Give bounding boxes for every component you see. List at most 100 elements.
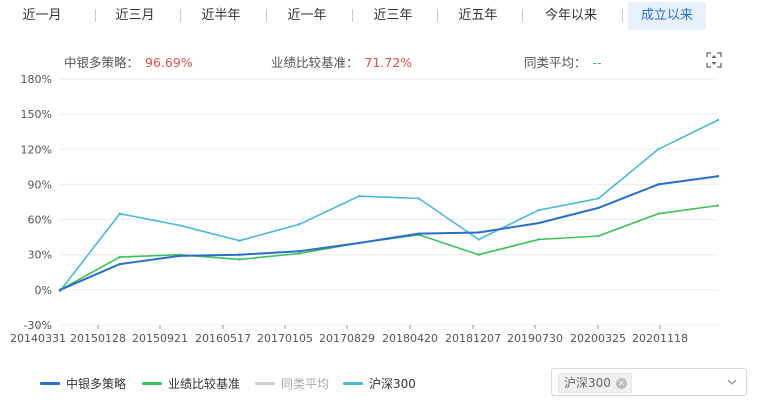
performance-chart: 180%150%120%90%60%30%0%-30% 20140331 2015… [10,73,720,345]
benchmark-line-point [656,212,660,215]
legend-fund-swatch [40,381,60,385]
index-line-point [298,223,301,226]
tab-6-months[interactable]: 近半年 [201,8,241,23]
x-tick-label: 20180420 [382,332,438,345]
y-tick-label: 30% [28,249,52,262]
tab-1-year[interactable]: 近一年 [287,8,327,23]
fund-return-value: 96.69% [145,55,193,70]
fund-line-point [298,250,301,253]
expand-icon[interactable] [706,52,722,68]
benchmark-return-label: 业绩比较基准： [271,55,359,70]
benchmark-line-point [537,238,540,241]
tab-separator [95,9,96,22]
tab-separator [437,9,438,22]
fund-line-point [477,231,480,234]
legend-index-swatch [343,381,363,385]
x-tick-label: 20190730 [507,332,563,345]
fund-line-point [58,288,62,292]
benchmark-line-point [597,234,600,238]
peer-average-label: 同类平均： [524,55,587,70]
benchmark-line [59,204,719,291]
tab-separator [622,9,623,22]
benchmark-line-point [716,204,720,207]
fund-line-point [716,175,720,178]
index-line-point [417,197,421,200]
x-tick-label: 20150128 [70,332,126,345]
tab-separator [352,9,353,22]
fund-line-point [417,232,421,235]
peer-average-stat: 同类平均： -- [524,52,602,71]
index-line [59,119,719,292]
index-line-point [118,212,122,215]
benchmark-return-value: 71.72% [364,55,413,70]
legend-peer-swatch [255,381,275,385]
selected-index-chip: 沪深300 ✕ [558,373,632,393]
index-line-point [537,209,540,212]
legend-benchmark-swatch [142,381,162,385]
x-tick-label: 20181207 [445,332,501,345]
benchmark-return-stat: 业绩比较基准： 71.72% [271,52,412,71]
comparison-index-select[interactable]: 沪深300 ✕ [551,368,747,396]
close-icon[interactable]: ✕ [615,377,627,389]
x-tick-label: 20170105 [257,332,313,345]
legend-peer-label: 同类平均 [281,376,330,391]
legend-benchmark-label: 业绩比较基准 [168,376,241,391]
legend-item-fund[interactable]: 中银多策略 [40,373,126,393]
x-tick-label: 20160517 [195,332,251,345]
y-axis-labels: 180%150%120%90%60%30%0%-30% [21,73,52,332]
legend-item-index[interactable]: 沪深300 [343,373,416,393]
tab-3-years[interactable]: 近三年 [373,8,413,23]
tab-ytd[interactable]: 今年以来 [544,8,597,23]
y-tick-label: 60% [28,214,52,227]
benchmark-line-point [477,253,480,256]
peer-average-value: -- [592,55,602,70]
tab-separator [522,9,523,22]
selected-index-label: 沪深300 [564,376,611,390]
y-tick-label: 120% [21,143,52,156]
fund-return-label: 中银多策略： [64,55,140,70]
tab-separator [266,9,267,22]
period-tabs: 近一月 近三月 近半年 近一年 近三年 近五年 今年以来 成立以来 [0,0,769,34]
fund-line-point [537,221,540,225]
legend-item-benchmark[interactable]: 业绩比较基准 [142,373,240,393]
tab-3-months[interactable]: 近三月 [115,8,155,23]
fund-line-point [656,183,660,186]
chevron-down-icon[interactable] [726,376,738,388]
x-tick-label: 20150921 [132,332,188,345]
index-line-point [178,224,181,227]
y-tick-label: 90% [28,178,52,191]
legend-item-peer[interactable]: 同类平均 [255,373,329,393]
fund-return-stat: 中银多策略： 96.69% [64,52,193,71]
fund-line-point [118,262,122,266]
index-line-point [357,194,361,198]
index-line-point [597,197,600,200]
benchmark-line-point [238,258,241,261]
fund-line [59,175,719,291]
fund-line-point [597,206,600,210]
tab-separator [180,9,181,22]
legend-fund-label: 中银多策略 [66,376,127,391]
chart-gridlines [60,78,718,326]
y-tick-label: 150% [21,108,52,121]
fund-line-point [238,253,241,256]
fund-line-point [178,254,181,258]
x-tick-label: 20140331 [10,332,66,345]
tab-1-month[interactable]: 近一月 [22,8,62,23]
fund-line-point [357,241,361,245]
index-line-point [656,148,660,151]
index-line-point [716,118,720,122]
index-line-point [477,238,480,241]
benchmark-line-point [298,252,301,255]
x-tick-label: 20170829 [319,332,375,345]
legend-index-label: 沪深300 [369,376,416,391]
index-line-point [238,239,241,242]
tab-5-years[interactable]: 近五年 [458,8,498,23]
tab-since-inception[interactable]: 成立以来 [628,2,706,30]
y-tick-label: 180% [21,73,52,86]
y-tick-label: 0% [35,284,52,297]
x-tick-label: 20200325 [570,332,626,345]
chart-lines [58,118,720,293]
benchmark-line-point [118,255,122,259]
x-axis-labels: 20140331 20150128 20150921 20160517 20170105… [10,325,688,345]
x-tick-label: 20201118 [632,332,688,345]
